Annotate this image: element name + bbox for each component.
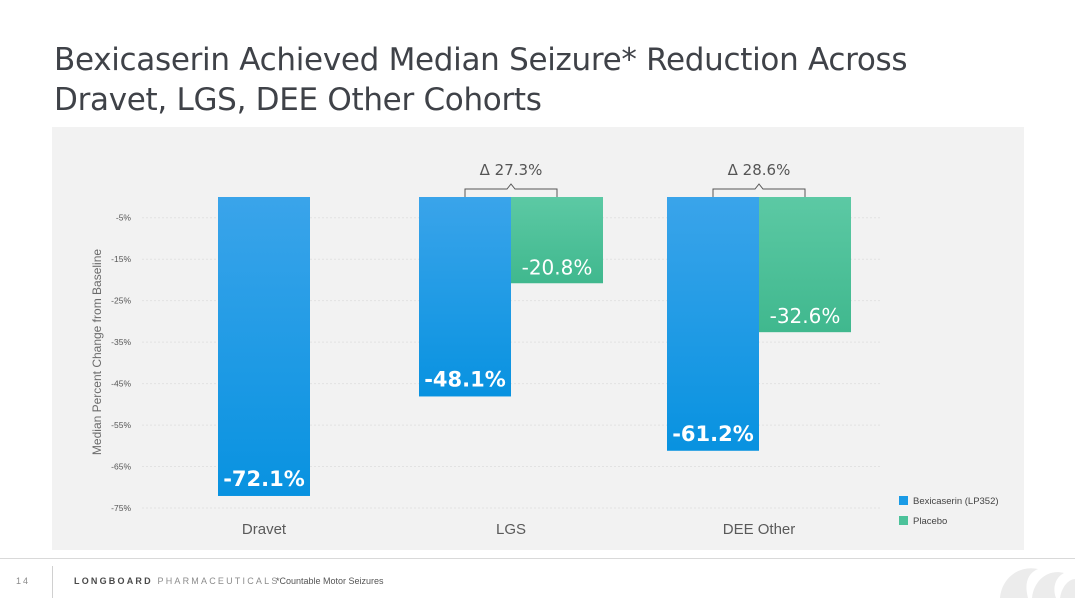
bar-bexicaserin (667, 197, 759, 451)
page-number: 14 (16, 576, 31, 586)
slide-title: Bexicaserin Achieved Median Seizure* Red… (54, 40, 1014, 120)
delta-label: Δ 27.3% (480, 161, 543, 179)
bar-placebo (511, 197, 603, 284)
data-label: -20.8% (522, 255, 593, 279)
x-tick-label: Dravet (242, 521, 287, 538)
company-name-bold: LONGBOARD (74, 576, 153, 586)
y-tick-label: -35% (111, 337, 131, 347)
x-tick-label: DEE Other (723, 521, 796, 538)
slide-title-line-1: Bexicaserin Achieved Median Seizure* Red… (54, 42, 908, 78)
legend-label: Placebo (913, 516, 947, 527)
company-name: LONGBOARD PHARMACEUTICALS (74, 576, 280, 586)
bar-placebo (759, 197, 851, 333)
bar-bexicaserin (218, 197, 310, 496)
data-label: -32.6% (770, 304, 841, 328)
x-tick-label: LGS (496, 521, 526, 538)
data-label: -72.1% (223, 467, 305, 491)
legend-swatch-placebo (899, 516, 908, 525)
y-tick-label: -55% (111, 420, 131, 430)
y-tick-label: -75% (111, 503, 131, 513)
data-label: -48.1% (424, 367, 506, 391)
y-tick-label: -65% (111, 462, 131, 472)
footnote: *Countable Motor Seizures (276, 576, 384, 586)
data-label: -61.2% (672, 422, 754, 446)
y-tick-label: -45% (111, 379, 131, 389)
y-tick-label: -5% (116, 213, 132, 223)
wave-logo-icon (1000, 568, 1075, 598)
slide-title-line-2: Dravet, LGS, DEE Other Cohorts (54, 82, 542, 118)
footer-vertical-divider (52, 566, 53, 598)
legend-swatch-bexicaserin (899, 496, 908, 505)
delta-bracket (712, 183, 806, 197)
legend-label: Bexicaserin (LP352) (913, 496, 999, 507)
y-tick-label: -15% (111, 254, 131, 264)
delta-label: Δ 28.6% (728, 161, 791, 179)
company-name-light: PHARMACEUTICALS (157, 576, 280, 586)
bar-bexicaserin (419, 197, 511, 397)
y-tick-label: -25% (111, 296, 131, 306)
y-axis-label: Median Percent Change from Baseline (90, 249, 104, 455)
delta-bracket (464, 183, 558, 197)
footer-divider (0, 558, 1075, 559)
